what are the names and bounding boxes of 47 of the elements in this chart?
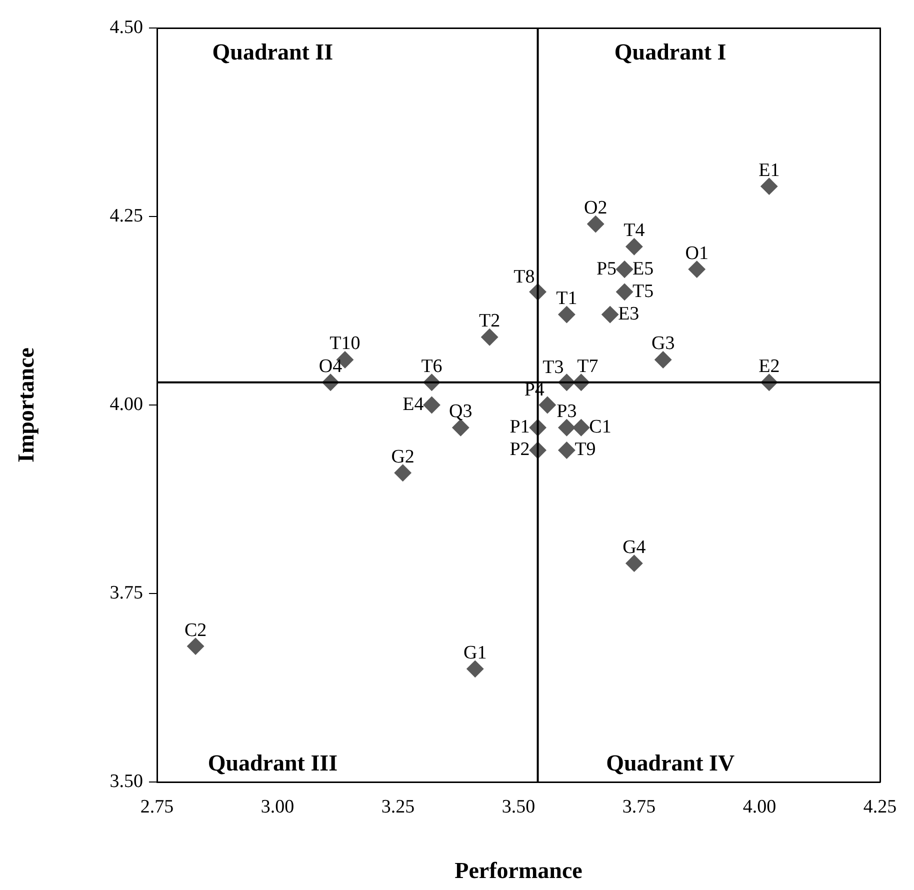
y-tick-label: 4.25 <box>110 205 143 226</box>
annotation: Quadrant III <box>208 750 338 776</box>
annotation: T4 <box>624 220 646 242</box>
y-tick-label: 4.50 <box>110 16 143 38</box>
x-tick-label: 3.00 <box>260 796 294 818</box>
y-axis-title: Importance <box>14 348 39 462</box>
annotation: Q3 <box>449 401 472 422</box>
annotation: T10 <box>330 333 360 354</box>
annotation: C2 <box>184 620 207 641</box>
annotation: C1 <box>589 416 612 438</box>
annotation: O2 <box>584 198 608 219</box>
annotation: P5 <box>596 258 617 280</box>
annotation: Quadrant I <box>614 39 726 64</box>
annotation: T3 <box>542 356 564 378</box>
annotation: E5 <box>632 258 654 280</box>
x-tick-label: 4.25 <box>863 796 897 818</box>
annotation: P1 <box>510 416 530 438</box>
annotation: G1 <box>464 642 487 664</box>
annotation: P2 <box>510 439 530 460</box>
annotation: T9 <box>574 439 596 460</box>
annotation: G4 <box>622 536 646 558</box>
annotation: G3 <box>651 333 675 354</box>
annotation: E3 <box>618 304 640 325</box>
annotation: T7 <box>577 356 598 377</box>
annotation: T8 <box>514 266 535 288</box>
y-tick-label: 4.00 <box>110 394 143 415</box>
annotation: T5 <box>632 280 654 302</box>
annotation: G2 <box>391 446 414 468</box>
x-tick-label: 2.75 <box>140 796 174 818</box>
x-tick-label: 3.75 <box>622 796 656 818</box>
annotation: E4 <box>402 394 424 415</box>
annotation: E1 <box>758 160 780 181</box>
annotation: T6 <box>421 356 442 377</box>
x-tick-label: 3.50 <box>502 796 536 818</box>
annotation: E2 <box>758 356 780 377</box>
annotation: P3 <box>556 401 577 422</box>
y-tick-label: 3.50 <box>110 770 143 792</box>
x-tick-label: 4.00 <box>742 796 776 818</box>
x-axis-title: Performance <box>454 858 582 884</box>
y-tick-label: 3.75 <box>110 582 143 604</box>
annotation: T2 <box>479 310 500 332</box>
annotation: O1 <box>685 242 708 264</box>
annotation: T1 <box>556 288 578 310</box>
annotation: Quadrant IV <box>606 750 735 776</box>
annotation: Quadrant II <box>212 39 334 64</box>
annotation: O4 <box>318 356 343 377</box>
x-tick-label: 3.25 <box>381 796 415 818</box>
